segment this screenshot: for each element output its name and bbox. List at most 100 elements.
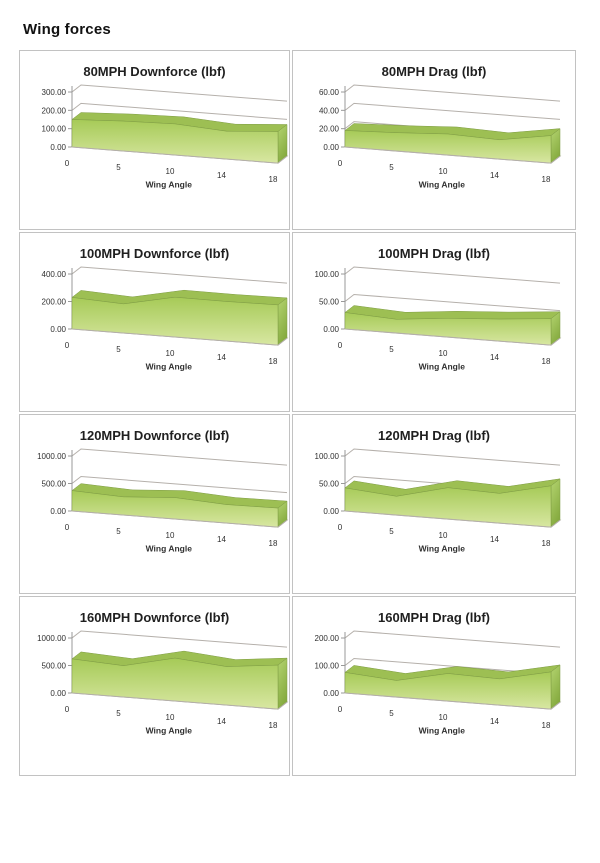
x-axis-tick-label: 5 — [116, 527, 121, 536]
x-axis-tick-label: 14 — [490, 717, 499, 726]
x-axis-tick-label: 10 — [439, 349, 448, 358]
gridline — [71, 475, 288, 494]
chart-title: 80MPH Drag (lbf) — [381, 64, 487, 79]
x-axis-tick-label: 0 — [338, 341, 343, 350]
x-axis-tick-label: 18 — [269, 539, 278, 548]
x-axis-tick-label: 18 — [542, 175, 551, 184]
chart-canvas-120mph-downforce: 0.00 500.00 1000.00 0 5 10 14 18 Wing Angle — [37, 448, 289, 554]
x-axis-tick-label: 14 — [490, 171, 499, 180]
y-axis-tick-label: 0.00 — [323, 507, 339, 516]
x-axis-tick-label: 10 — [166, 713, 175, 722]
y-axis-tick-label: 500.00 — [42, 662, 67, 671]
y-axis-tick-label: 0.00 — [50, 325, 66, 334]
chart-canvas-80mph-downforce: 0.00 100.00 200.00 300.00 0 5 10 14 18 Wing Angle — [42, 84, 289, 190]
x-axis-tick-label: 14 — [217, 535, 226, 544]
chart-title: 100MPH Downforce (lbf) — [79, 246, 230, 261]
x-axis-tick-label: 0 — [338, 523, 343, 532]
y-axis-tick-label: 200.00 — [42, 298, 67, 307]
x-axis-title: Wing Angle — [146, 544, 193, 554]
area-side-face — [550, 664, 561, 710]
category-axis-line — [344, 510, 561, 528]
chart-canvas-120mph-drag: 0.00 50.00 100.00 0 5 10 14 18 Wing Angle — [315, 448, 562, 554]
category-axis-line — [71, 328, 288, 346]
x-axis-tick-label: 14 — [490, 535, 499, 544]
gridline — [344, 448, 561, 466]
chart-title: 80MPH Downforce (lbf) — [83, 64, 226, 79]
chart-title: 160MPH Downforce (lbf) — [79, 610, 230, 625]
y-axis-tick-label: 0.00 — [50, 689, 66, 698]
page-title: Wing forces — [23, 21, 111, 38]
x-axis-tick-label: 5 — [389, 527, 394, 536]
gridline — [344, 266, 561, 284]
gridline — [71, 448, 288, 466]
x-axis-tick-label: 14 — [217, 717, 226, 726]
y-axis-tick-label: 0.00 — [323, 325, 339, 334]
y-axis-tick-label: 0.00 — [50, 143, 66, 152]
x-axis-tick-label: 5 — [389, 709, 394, 718]
y-axis-tick-label: 1000.00 — [37, 634, 66, 643]
category-axis-line — [344, 692, 561, 710]
chart-cell-80mph-downforce: 80MPH Downforce (lbf) 0.00 100.00 200.00 30… — [19, 50, 290, 230]
chart-cell-160mph-downforce: 160MPH Downforce (lbf) 0.00 500.00 1000.00… — [19, 596, 290, 776]
x-axis-tick-label: 0 — [65, 523, 70, 532]
y-axis-tick-label: 50.00 — [319, 298, 340, 307]
y-axis-tick-label: 500.00 — [42, 480, 67, 489]
x-axis-title: Wing Angle — [419, 726, 466, 736]
y-axis-tick-label: 200.00 — [42, 106, 67, 115]
gridline — [344, 84, 561, 102]
x-axis-tick-label: 0 — [65, 341, 70, 350]
x-axis-title: Wing Angle — [419, 180, 466, 190]
x-axis-title: Wing Angle — [146, 180, 193, 190]
x-axis-tick-label: 10 — [166, 167, 175, 176]
category-axis-line — [71, 510, 288, 528]
x-axis-tick-label: 18 — [542, 357, 551, 366]
gridline — [71, 102, 288, 120]
x-axis-tick-label: 10 — [439, 713, 448, 722]
category-axis-line — [344, 328, 561, 346]
x-axis-tick-label: 18 — [542, 721, 551, 730]
gridline — [344, 293, 561, 312]
chart-cell-160mph-drag: 160MPH Drag (lbf) 0.00 100.00 200.00 0 5 10 14… — [292, 596, 576, 776]
x-axis-tick-label: 0 — [65, 705, 70, 714]
chart-cell-120mph-downforce: 120MPH Downforce (lbf) 0.00 500.00 1000.00… — [19, 414, 290, 594]
chart-title: 160MPH Drag (lbf) — [378, 610, 490, 625]
gridline — [344, 657, 561, 676]
chart-canvas-100mph-drag: 0.00 50.00 100.00 0 5 10 14 18 Wing Angle — [315, 266, 562, 372]
x-axis-title: Wing Angle — [419, 544, 466, 554]
area-side-face — [550, 478, 561, 528]
area-side-face — [277, 297, 288, 346]
y-axis-tick-label: 100.00 — [315, 270, 340, 279]
x-axis-tick-label: 14 — [217, 171, 226, 180]
x-axis-tick-label: 18 — [269, 357, 278, 366]
y-axis-tick-label: 0.00 — [323, 689, 339, 698]
chart-cell-80mph-drag: 80MPH Drag (lbf) 0.00 20.00 40.00 60.00 0 5 10… — [292, 50, 576, 230]
area-front-face — [71, 296, 279, 346]
gridline — [71, 84, 288, 102]
x-axis-tick-label: 0 — [338, 705, 343, 714]
category-axis-line — [71, 692, 288, 710]
x-axis-tick-label: 5 — [389, 163, 394, 172]
x-axis-title: Wing Angle — [146, 362, 193, 372]
x-axis-tick-label: 10 — [439, 167, 448, 176]
x-axis-tick-label: 10 — [166, 349, 175, 358]
x-axis-tick-label: 18 — [269, 721, 278, 730]
y-axis-tick-label: 100.00 — [315, 452, 340, 461]
category-axis-line — [344, 146, 561, 164]
y-axis-tick-label: 200.00 — [315, 634, 340, 643]
chart-canvas-160mph-drag: 0.00 100.00 200.00 0 5 10 14 18 Wing Angle — [315, 630, 562, 736]
x-axis-tick-label: 5 — [116, 163, 121, 172]
y-axis-tick-label: 100.00 — [42, 125, 67, 134]
y-axis-tick-label: 0.00 — [50, 507, 66, 516]
chart-cell-120mph-drag: 120MPH Drag (lbf) 0.00 50.00 100.00 0 5 10 14 1… — [292, 414, 576, 594]
gridline — [344, 630, 561, 648]
x-axis-tick-label: 5 — [389, 345, 394, 354]
x-axis-tick-label: 5 — [116, 345, 121, 354]
chart-cell-100mph-downforce: 100MPH Downforce (lbf) 0.00 200.00 400.00 0… — [19, 232, 290, 412]
area-front-face — [344, 671, 552, 710]
y-axis-tick-label: 60.00 — [319, 88, 340, 97]
chart-title: 100MPH Drag (lbf) — [378, 246, 490, 261]
chart-canvas-80mph-drag: 0.00 20.00 40.00 60.00 0 5 10 14 18 Wing Angle — [319, 84, 562, 190]
chart-canvas-160mph-downforce: 0.00 500.00 1000.00 0 5 10 14 18 Wing Angle — [37, 630, 289, 736]
chart-canvas-100mph-downforce: 0.00 200.00 400.00 0 5 10 14 18 Wing Angle — [42, 266, 289, 372]
x-axis-tick-label: 0 — [65, 159, 70, 168]
